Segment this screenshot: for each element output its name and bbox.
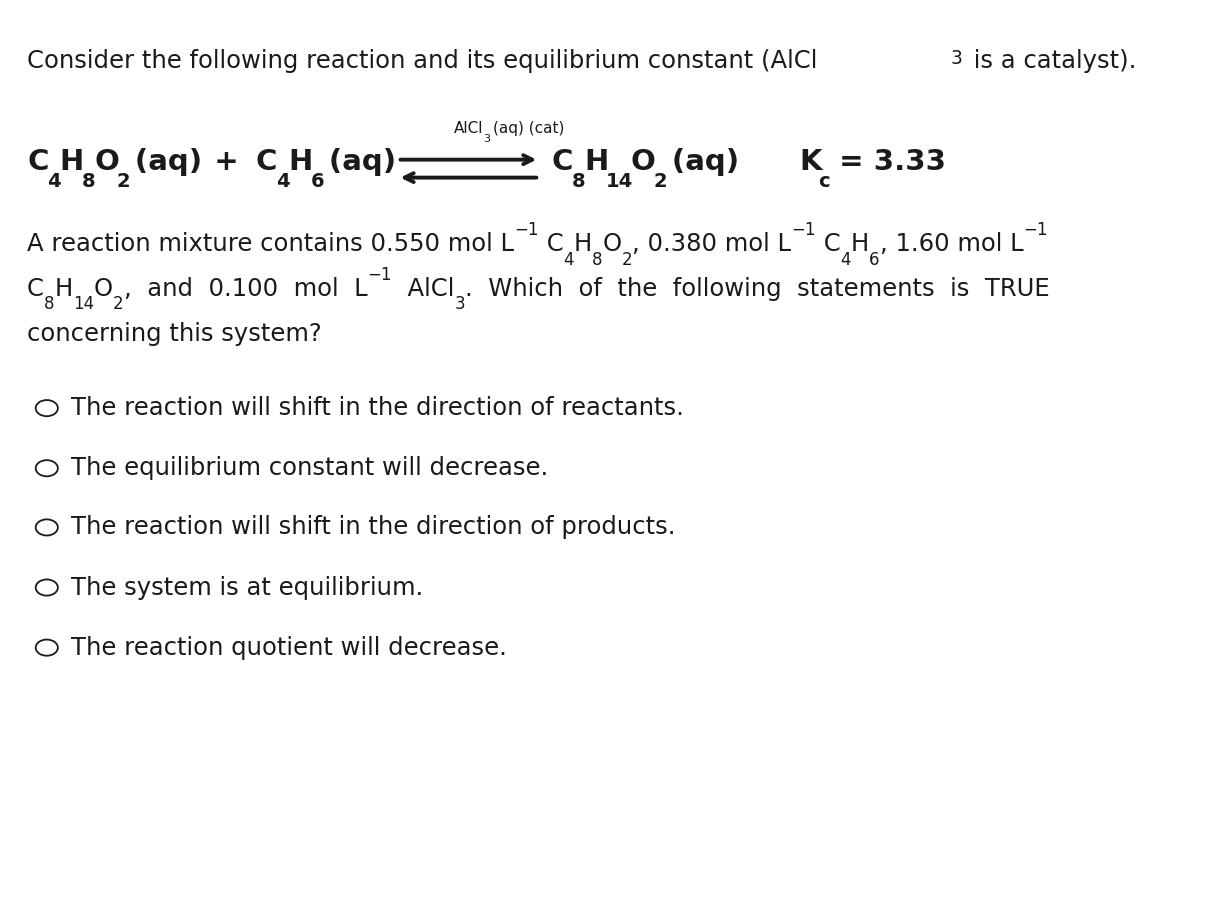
Text: C: C [256,148,277,177]
Text: 2: 2 [113,295,123,313]
Text: O: O [94,148,119,177]
Text: 3: 3 [454,295,465,313]
Text: O: O [94,277,113,301]
Text: 14: 14 [606,171,634,190]
Text: 4: 4 [276,171,289,190]
Text: A reaction mixture contains 0.550 mol L: A reaction mixture contains 0.550 mol L [27,232,515,257]
Text: 8: 8 [572,171,586,190]
Text: 6: 6 [310,171,324,190]
Text: 8: 8 [81,171,95,190]
Text: O: O [632,148,656,177]
Text: C: C [539,232,564,257]
Text: H: H [288,148,313,177]
Text: The reaction quotient will decrease.: The reaction quotient will decrease. [71,636,507,659]
Text: H: H [574,232,592,257]
Text: C: C [27,148,48,177]
Text: The reaction will shift in the direction of reactants.: The reaction will shift in the direction… [71,396,684,420]
Text: The reaction will shift in the direction of products.: The reaction will shift in the direction… [71,516,676,539]
Text: 3: 3 [484,134,490,144]
Text: −1: −1 [367,266,391,283]
Text: 3: 3 [950,49,963,68]
Text: = 3.33: = 3.33 [828,148,945,177]
Text: ,  and  0.100  mol  L: , and 0.100 mol L [123,277,367,301]
Text: 8: 8 [592,250,603,268]
Text: O: O [603,232,622,257]
Text: K: K [799,148,821,177]
Text: (aq): (aq) [666,148,740,177]
Text: H: H [585,148,608,177]
Text: concerning this system?: concerning this system? [27,322,321,346]
Text: 4: 4 [48,171,62,190]
Text: C: C [27,277,44,301]
Text: AlCl: AlCl [391,277,454,301]
Text: The equilibrium constant will decrease.: The equilibrium constant will decrease. [71,457,549,480]
Text: AlCl: AlCl [454,121,484,135]
Text: , 0.380 mol L: , 0.380 mol L [633,232,792,257]
Text: H: H [851,232,869,257]
Text: −1: −1 [1023,221,1048,239]
Text: c: c [819,171,830,190]
Text: 4: 4 [841,250,851,268]
Text: H: H [60,148,84,177]
Text: +: + [194,148,260,177]
Text: 4: 4 [564,250,574,268]
Text: 8: 8 [44,295,54,313]
Text: , 1.60 mol L: , 1.60 mol L [880,232,1023,257]
Text: C: C [816,232,841,257]
Text: 2: 2 [117,171,130,190]
Text: Consider the following reaction and its equilibrium constant (AlCl: Consider the following reaction and its … [27,49,817,74]
Text: is a catalyst).: is a catalyst). [966,49,1136,74]
Text: 2: 2 [654,171,667,190]
Text: −1: −1 [792,221,816,239]
Text: (aq) (cat): (aq) (cat) [490,121,565,135]
Text: 14: 14 [73,295,94,313]
Text: .  Which  of  the  following  statements  is  TRUE: . Which of the following statements is T… [465,277,1050,301]
Text: The system is at equilibrium.: The system is at equilibrium. [71,576,423,599]
Text: 2: 2 [622,250,633,268]
Text: 6: 6 [869,250,880,268]
Text: C: C [551,148,572,177]
Text: (aq): (aq) [129,148,202,177]
Text: (aq): (aq) [323,148,396,177]
Text: −1: −1 [515,221,539,239]
Text: H: H [54,277,73,301]
